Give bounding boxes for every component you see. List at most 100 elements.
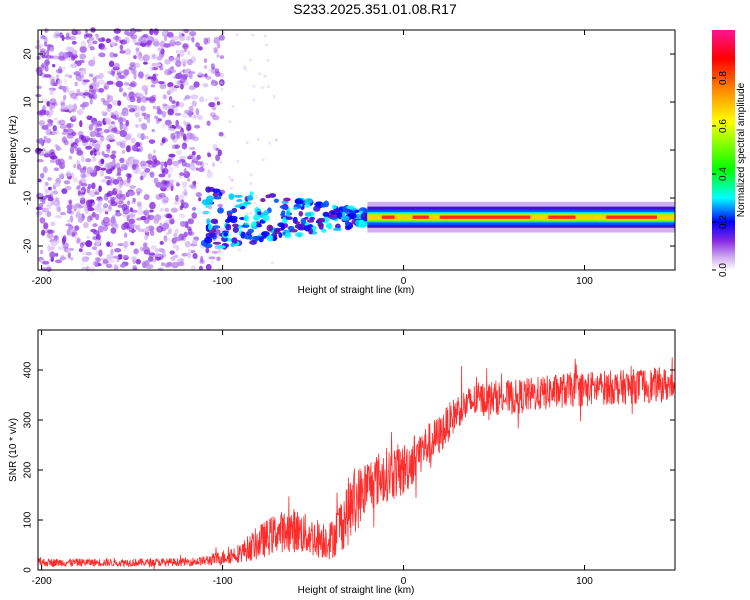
noise-speckle <box>216 54 220 58</box>
noise-speckle <box>148 161 155 169</box>
noise-speckle <box>263 74 267 78</box>
noise-speckle <box>46 267 51 272</box>
noise-speckle <box>97 225 104 233</box>
noise-speckle <box>65 223 72 227</box>
carrier-blob <box>212 192 219 198</box>
noise-speckle <box>205 247 210 254</box>
noise-speckle <box>152 73 157 82</box>
noise-speckle <box>91 182 96 190</box>
noise-speckle <box>205 75 212 80</box>
carrier-blob <box>243 215 249 222</box>
noise-speckle <box>95 249 99 256</box>
carrier-blob <box>313 205 321 212</box>
noise-speckle <box>88 36 95 41</box>
noise-speckle <box>216 256 221 261</box>
noise-speckle <box>161 167 169 175</box>
noise-speckle <box>88 141 94 148</box>
noise-speckle <box>143 135 149 140</box>
noise-speckle <box>47 186 52 191</box>
noise-speckle <box>169 39 176 47</box>
noise-speckle <box>130 80 137 88</box>
noise-speckle <box>200 74 205 78</box>
noise-speckle <box>152 105 157 110</box>
noise-speckle <box>148 252 156 256</box>
noise-speckle <box>220 87 224 91</box>
noise-speckle <box>216 101 221 106</box>
noise-speckle <box>188 75 193 80</box>
noise-speckle <box>57 55 65 60</box>
noise-speckle <box>95 133 102 138</box>
noise-speckle <box>138 145 143 153</box>
noise-speckle <box>163 35 168 42</box>
noise-speckle <box>186 123 192 132</box>
noise-speckle <box>130 137 136 144</box>
carrier-blob <box>210 218 219 224</box>
noise-speckle <box>111 150 117 155</box>
noise-speckle <box>103 224 108 232</box>
noise-speckle <box>106 241 111 247</box>
noise-speckle <box>206 37 211 44</box>
noise-speckle <box>36 159 44 163</box>
carrier-blob <box>287 225 295 231</box>
noise-speckle <box>92 236 99 241</box>
noise-speckle <box>184 191 188 197</box>
noise-speckle <box>88 214 92 220</box>
noise-speckle <box>50 46 54 53</box>
noise-speckle <box>103 83 110 91</box>
noise-speckle <box>115 74 120 81</box>
noise-speckle <box>98 79 105 85</box>
noise-speckle <box>117 201 122 205</box>
noise-speckle <box>208 102 216 108</box>
noise-speckle <box>71 115 77 120</box>
noise-speckle <box>203 37 209 45</box>
noise-speckle <box>85 266 90 272</box>
noise-speckle <box>130 35 136 40</box>
noise-speckle <box>41 148 46 152</box>
noise-speckle <box>111 99 118 106</box>
noise-speckle <box>45 44 53 48</box>
noise-speckle <box>218 131 224 137</box>
noise-speckle <box>172 35 180 41</box>
noise-speckle <box>170 104 178 108</box>
noise-speckle <box>144 234 149 241</box>
noise-speckle <box>54 215 62 219</box>
noise-speckle <box>123 69 130 76</box>
noise-speckle <box>116 172 122 177</box>
noise-speckle <box>143 249 151 255</box>
spectrogram-x-label: Height of straight line (km) <box>298 285 415 296</box>
carrier-blob <box>246 194 254 201</box>
noise-speckle <box>58 51 65 59</box>
carrier-blob <box>304 198 313 204</box>
spectrogram-carrier-band <box>200 186 675 250</box>
noise-speckle <box>133 72 137 80</box>
noise-speckle <box>181 58 188 65</box>
noise-speckle <box>158 173 166 178</box>
carrier-blob <box>274 227 281 233</box>
noise-speckle <box>162 103 168 107</box>
noise-speckle <box>179 131 184 137</box>
noise-speckle <box>96 258 102 262</box>
noise-speckle <box>46 100 50 107</box>
noise-speckle <box>70 63 78 69</box>
noise-speckle <box>101 220 105 226</box>
noise-speckle <box>188 146 196 151</box>
noise-speckle <box>190 56 196 64</box>
noise-speckle <box>73 163 77 169</box>
noise-speckle <box>79 92 84 97</box>
noise-speckle <box>96 166 102 171</box>
noise-speckle <box>160 262 166 267</box>
noise-speckle <box>71 54 78 59</box>
noise-speckle <box>145 226 149 233</box>
noise-speckle <box>95 33 99 37</box>
noise-speckle <box>50 221 56 227</box>
colorbar: 0.0 0.2 0.4 0.6 0.8 Normalized spectral ampl… <box>712 30 747 277</box>
noise-speckle <box>65 172 72 177</box>
noise-speckle <box>139 246 144 252</box>
noise-speckle <box>73 96 79 101</box>
snr-x-ticks: -200 -100 0 100 <box>32 330 593 587</box>
noise-speckle <box>139 71 144 79</box>
carrier-blob <box>317 217 326 223</box>
snr-frame <box>37 329 676 571</box>
carrier-blob <box>216 244 226 249</box>
noise-speckle <box>49 158 56 164</box>
